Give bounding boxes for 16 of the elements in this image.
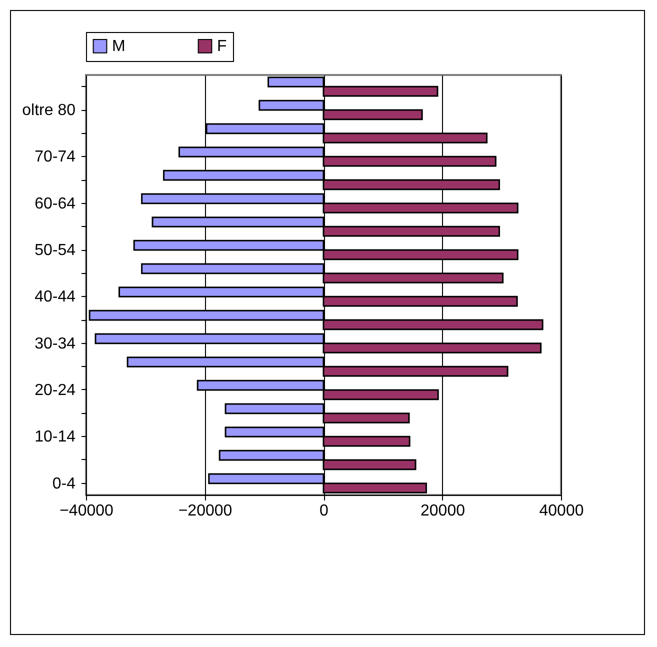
y-tick-label: 20-24 bbox=[34, 382, 76, 399]
x-tick-label: −20000 bbox=[178, 502, 232, 520]
y-tick-label: 60-64 bbox=[34, 195, 76, 212]
x-tick-label: −40000 bbox=[60, 502, 114, 520]
y-tick-label: oltre 80 bbox=[22, 102, 76, 119]
y-tick-label: 70-74 bbox=[34, 148, 76, 166]
x-tick-label: 0 bbox=[320, 502, 329, 520]
y-tick-label: 0-4 bbox=[52, 475, 76, 492]
y-tick-label: 50-54 bbox=[34, 242, 76, 259]
legend-label: F bbox=[217, 38, 227, 56]
legend-label: M bbox=[112, 38, 126, 56]
x-tick-label: 40000 bbox=[539, 502, 584, 520]
y-tick-label: 10-14 bbox=[34, 428, 76, 446]
y-tick-label: 40-44 bbox=[34, 288, 76, 306]
y-tick-label: 30-34 bbox=[34, 335, 76, 352]
x-tick-label: 20000 bbox=[420, 502, 466, 520]
